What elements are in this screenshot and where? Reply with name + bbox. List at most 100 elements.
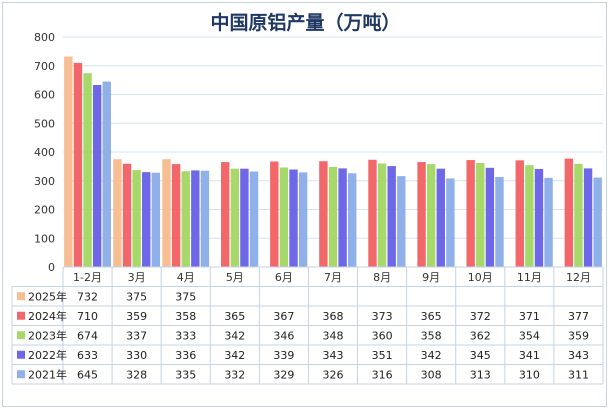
bar — [446, 178, 455, 267]
legend-label: 2025年 — [28, 289, 67, 303]
bar — [338, 168, 347, 267]
data-label: 368 — [323, 310, 344, 323]
bar — [142, 172, 151, 267]
legend-label: 2023年 — [28, 328, 67, 342]
bar — [122, 163, 132, 267]
bar — [171, 164, 181, 267]
bar — [92, 85, 102, 267]
y-tick-label: 200 — [34, 204, 55, 217]
bar — [298, 172, 308, 267]
y-tick-label: 300 — [34, 175, 55, 188]
category-label: 12月 — [566, 271, 591, 284]
data-label: 326 — [323, 368, 344, 381]
data-label: 358 — [175, 310, 196, 323]
data-label: 308 — [421, 368, 442, 381]
category-label: 1-2月 — [73, 271, 102, 284]
data-label: 342 — [421, 349, 442, 362]
legend-label: 2022年 — [28, 348, 67, 362]
data-label: 358 — [421, 329, 442, 342]
bar — [132, 170, 141, 267]
legend-swatch — [17, 292, 25, 301]
data-label: 359 — [126, 310, 147, 323]
y-tick-label: 100 — [34, 232, 55, 245]
y-tick-label: 0 — [48, 261, 55, 274]
chart-title: 中国原铝产量（万吨） — [210, 12, 401, 34]
data-label: 375 — [126, 290, 147, 303]
data-label: 345 — [470, 349, 491, 362]
bar — [230, 168, 240, 267]
legend-swatch — [17, 370, 25, 379]
data-label: 375 — [175, 290, 196, 303]
legend-label: 2024年 — [28, 309, 67, 323]
bar — [83, 73, 92, 267]
bar — [162, 159, 171, 267]
legend-label: 2021年 — [28, 367, 67, 381]
bar — [574, 163, 583, 267]
category-label: 10月 — [468, 271, 493, 284]
data-label: 343 — [323, 349, 344, 362]
data-label: 339 — [273, 349, 294, 362]
data-label: 342 — [224, 349, 245, 362]
data-label: 337 — [126, 329, 147, 342]
bar — [368, 159, 377, 267]
bar — [544, 177, 553, 267]
bar — [249, 171, 259, 267]
category-label: 4月 — [177, 271, 195, 284]
bar — [64, 56, 73, 267]
category-label: 5月 — [226, 271, 244, 284]
bar — [279, 167, 289, 267]
category-label: 11月 — [517, 271, 542, 284]
data-label: 329 — [273, 368, 294, 381]
bar — [525, 165, 534, 267]
bar — [270, 161, 279, 267]
data-label: 348 — [323, 329, 344, 342]
legend-swatch — [17, 331, 25, 340]
data-label: 313 — [470, 368, 491, 381]
data-label: 333 — [175, 329, 196, 342]
bar — [534, 168, 544, 267]
bar — [495, 177, 504, 267]
y-tick-label: 600 — [34, 89, 55, 102]
bar — [102, 81, 111, 267]
bar — [485, 167, 495, 267]
bar — [515, 160, 524, 267]
data-label: 367 — [273, 310, 294, 323]
bar — [476, 162, 485, 267]
bar — [328, 166, 338, 267]
bar — [113, 159, 122, 267]
data-label: 674 — [77, 329, 98, 342]
data-label: 336 — [175, 349, 196, 362]
data-label: 732 — [77, 290, 98, 303]
data-label: 335 — [175, 368, 196, 381]
data-label: 310 — [519, 368, 540, 381]
bar — [151, 172, 161, 267]
legend-swatch — [17, 350, 25, 359]
bar — [289, 169, 298, 267]
data-label: 351 — [372, 349, 393, 362]
data-label: 365 — [224, 310, 245, 323]
bar — [583, 168, 593, 267]
data-label: 365 — [421, 310, 442, 323]
category-label: 3月 — [128, 271, 146, 284]
data-label: 346 — [273, 329, 294, 342]
data-label: 373 — [372, 310, 393, 323]
bar — [348, 173, 357, 267]
data-label: 372 — [470, 310, 491, 323]
bar — [191, 170, 200, 267]
bar — [466, 160, 475, 267]
data-label: 645 — [77, 368, 98, 381]
bar — [593, 177, 602, 267]
bar — [181, 171, 190, 267]
data-label: 710 — [77, 310, 98, 323]
data-label: 343 — [568, 349, 589, 362]
data-label: 330 — [126, 349, 147, 362]
data-label: 354 — [519, 329, 540, 342]
bar — [397, 176, 406, 267]
data-label: 362 — [470, 329, 491, 342]
data-label: 633 — [77, 349, 98, 362]
data-label: 328 — [126, 368, 147, 381]
bar — [564, 158, 574, 267]
category-label: 7月 — [324, 271, 342, 284]
category-label: 8月 — [373, 271, 391, 284]
